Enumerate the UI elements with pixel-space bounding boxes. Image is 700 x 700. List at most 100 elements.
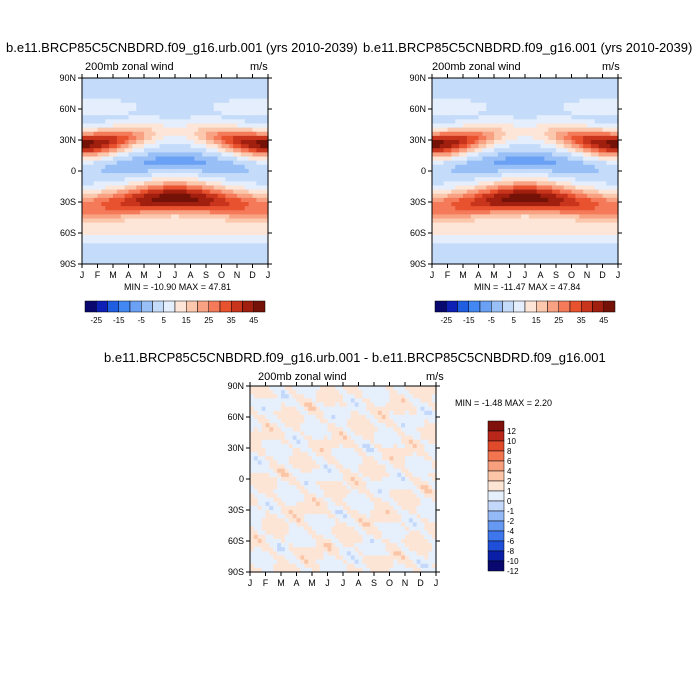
heatmap-cell [346, 414, 352, 420]
heatmap-cell [478, 115, 483, 120]
heatmap-cell [116, 106, 122, 112]
heatmap-cell [428, 414, 433, 420]
heatmap-cell [217, 243, 223, 249]
heatmap-cell [101, 193, 106, 199]
heatmap-cell [198, 86, 203, 91]
heatmap-cell [548, 102, 553, 108]
heatmap-cell [159, 127, 164, 133]
heatmap-cell [381, 410, 387, 416]
heatmap-cell [482, 173, 487, 178]
heatmap-cell [225, 210, 230, 215]
heatmap-cell [257, 414, 263, 420]
heatmap-cell [575, 202, 580, 207]
heatmap-cell [486, 98, 491, 104]
heatmap-cell [155, 235, 161, 240]
colorbar-swatch [502, 300, 514, 313]
heatmap-cell [225, 189, 230, 195]
heatmap-cell [536, 90, 542, 96]
heatmap-cell [579, 119, 584, 125]
heatmap-cell [583, 230, 588, 236]
heatmap-cell [463, 102, 468, 108]
heatmap-cell [89, 235, 95, 240]
heatmap-cell [532, 173, 538, 178]
heatmap-cell [202, 144, 207, 149]
heatmap-cell [315, 410, 321, 416]
heatmap-cell [82, 177, 87, 182]
heatmap-cell [257, 427, 263, 433]
heatmap-cell [136, 123, 141, 129]
heatmap-cell [256, 106, 261, 112]
heatmap-cell [186, 197, 192, 203]
heatmap-cell [544, 230, 549, 236]
heatmap-cell [575, 185, 580, 191]
heatmap-cell [451, 123, 456, 129]
heatmap-cell [136, 140, 141, 145]
colorbar-swatch [208, 300, 221, 313]
heatmap-cell [213, 111, 219, 116]
heatmap-cell [466, 239, 472, 244]
heatmap-cell [548, 243, 553, 249]
heatmap-cell [482, 177, 487, 182]
heatmap-cell [151, 160, 157, 166]
heatmap-cell [217, 259, 223, 265]
heatmap-cell [513, 230, 518, 236]
heatmap-cell [109, 210, 114, 215]
heatmap-cell [614, 127, 619, 133]
heatmap-cell [501, 127, 507, 133]
heatmap-cell [206, 226, 211, 232]
heatmap-cell [517, 164, 522, 170]
heatmap-cell [362, 410, 367, 416]
heatmap-cell [540, 210, 545, 215]
heatmap-cell [159, 177, 164, 182]
heatmap-cell [136, 222, 141, 228]
heatmap-cell [97, 185, 102, 191]
heatmap-cell [244, 82, 250, 87]
heatmap-cell [159, 123, 164, 129]
heatmap-cell [528, 111, 534, 116]
heatmap-cell [459, 243, 464, 249]
heatmap-cell [237, 189, 242, 195]
heatmap-cell [548, 156, 553, 162]
heatmap-cell [229, 111, 234, 116]
heatmap-cell [525, 156, 530, 162]
x-tick-label: A [187, 270, 193, 280]
heatmap-cell [252, 185, 257, 191]
heatmap-cell [536, 214, 542, 220]
heatmap-cell [548, 98, 553, 104]
heatmap-cell [186, 82, 192, 87]
heatmap-cell [521, 247, 526, 253]
heatmap-cell [583, 152, 588, 158]
heatmap-cell [528, 164, 534, 170]
heatmap-cell [474, 119, 480, 125]
heatmap-cell [105, 156, 110, 162]
heatmap-cell [432, 210, 437, 215]
heatmap-cell [113, 210, 118, 215]
heatmap-cell [571, 115, 576, 120]
heatmap-cell [151, 144, 157, 149]
heatmap-cell [525, 181, 530, 187]
heatmap-cell [447, 202, 452, 207]
heatmap-cell [229, 98, 234, 104]
heatmap-cell [105, 239, 110, 244]
heatmap-cell [221, 181, 226, 187]
heatmap-cell [109, 177, 114, 182]
heatmap-cell [385, 398, 391, 404]
heatmap-cell [217, 255, 223, 261]
heatmap-cell [113, 185, 118, 191]
heatmap-cell [521, 148, 526, 153]
heatmap-cell [113, 94, 118, 100]
heatmap-cell [343, 414, 348, 420]
heatmap-cell [466, 90, 472, 96]
heatmap-cell [147, 127, 153, 133]
heatmap-cell [85, 160, 91, 166]
heatmap-cell [175, 206, 180, 211]
heatmap-cell [478, 148, 483, 153]
heatmap-cell [256, 127, 261, 133]
heatmap-cell [144, 202, 149, 207]
heatmap-cell [374, 414, 379, 420]
x-tick-label: J [173, 270, 178, 280]
heatmap-cell [459, 106, 464, 112]
heatmap-cell [209, 94, 215, 100]
heatmap-cell [513, 177, 518, 182]
heatmap-cell [494, 156, 499, 162]
